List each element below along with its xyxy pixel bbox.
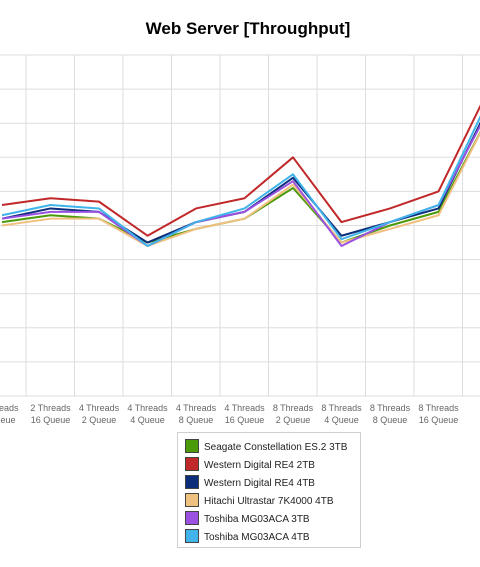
legend-label: Western Digital RE4 2TB: [204, 460, 315, 471]
chart-series: [1, 104, 480, 247]
legend-label: Toshiba MG03ACA 3TB: [204, 514, 310, 525]
legend-entry: Toshiba MG03ACA 4TB: [185, 529, 310, 543]
series-line-2: [1, 121, 480, 244]
x-tick-label: 162: [457, 402, 480, 426]
legend-entry: Western Digital RE4 2TB: [185, 457, 315, 471]
legend-entry: Toshiba MG03ACA 3TB: [185, 511, 310, 525]
x-tick-label-line: 2 Queue: [275, 415, 311, 425]
x-tick-label-line: 8 Threads: [418, 403, 459, 413]
legend-label: Western Digital RE4 4TB: [204, 478, 315, 489]
x-tick-label: 4 Threads 8 Queue: [166, 402, 226, 426]
x-tick-label-line: Threads: [0, 403, 19, 413]
legend-entry: Seagate Constellation ES.2 3TB: [185, 439, 347, 453]
legend-swatch: [185, 439, 199, 453]
x-tick-label-line: 4 Threads: [175, 403, 217, 413]
x-tick-label-line: 4 Queue: [130, 415, 165, 425]
x-tick-label-line: 8 Queue: [178, 415, 214, 425]
x-tick-label: 4 Threads 2 Queue: [69, 402, 129, 426]
x-tick-label-line: 8 Threads: [321, 403, 362, 413]
series-line-4: [1, 124, 480, 247]
x-tick-label: 4 Threads 4 Queue: [118, 402, 178, 426]
chart-title: Web Server [Throughput]: [145, 19, 351, 38]
chart-grid: [0, 54, 480, 397]
x-tick-label-line: 2: [457, 414, 480, 426]
x-tick-label-line: 4 Threads: [78, 403, 120, 413]
legend-entry: Western Digital RE4 4TB: [185, 475, 315, 489]
x-tick-label-line: Queue: [0, 415, 16, 425]
legend-swatch: [185, 529, 199, 543]
x-tick-label-line: 16: [457, 402, 480, 414]
x-tick-label: Threads Queue: [0, 402, 32, 426]
x-tick-label-line: 4 Threads: [127, 403, 168, 413]
x-tick-label: 2 Threads 16 Queue: [21, 402, 81, 426]
chart-legend: Seagate Constellation ES.2 3TB Western Di…: [177, 432, 361, 548]
x-tick-label-line: 16 Queue: [30, 415, 71, 425]
legend-swatch: [185, 475, 199, 489]
legend-label: Toshiba MG03ACA 4TB: [204, 532, 310, 543]
legend-swatch: [185, 457, 199, 471]
x-tick-label-line: 8 Threads: [272, 403, 314, 413]
x-tick-label: 8 Threads 4 Queue: [312, 402, 372, 426]
legend-swatch: [185, 511, 199, 525]
line-chart: [0, 54, 480, 397]
x-tick-label: 8 Threads 2 Queue: [263, 402, 323, 426]
series-line-5: [1, 115, 480, 247]
series-line-3: [1, 131, 480, 247]
x-tick-label: 4 Threads 16 Queue: [215, 402, 275, 426]
x-tick-label: 8 Threads 16 Queue: [409, 402, 469, 426]
x-tick-label-line: 4 Queue: [324, 415, 359, 425]
x-tick-label-line: 4 Threads: [224, 403, 265, 413]
x-tick-label-line: 8 Threads: [369, 403, 411, 413]
x-tick-label-line: 16 Queue: [418, 415, 459, 425]
x-tick-label-line: 2 Threads: [30, 403, 71, 413]
x-tick-label-line: 8 Queue: [372, 415, 408, 425]
legend-label: Seagate Constellation ES.2 3TB: [204, 442, 348, 453]
legend-swatch: [185, 493, 199, 507]
series-line-1: [1, 104, 480, 237]
x-tick-label: 8 Threads 8 Queue: [360, 402, 420, 426]
legend-entry: Hitachi Ultrastar 7K4000 4TB: [185, 493, 334, 507]
x-tick-label-line: 2 Queue: [81, 415, 117, 425]
legend-label: Hitachi Ultrastar 7K4000 4TB: [204, 496, 334, 507]
x-tick-label-line: 16 Queue: [224, 415, 265, 425]
